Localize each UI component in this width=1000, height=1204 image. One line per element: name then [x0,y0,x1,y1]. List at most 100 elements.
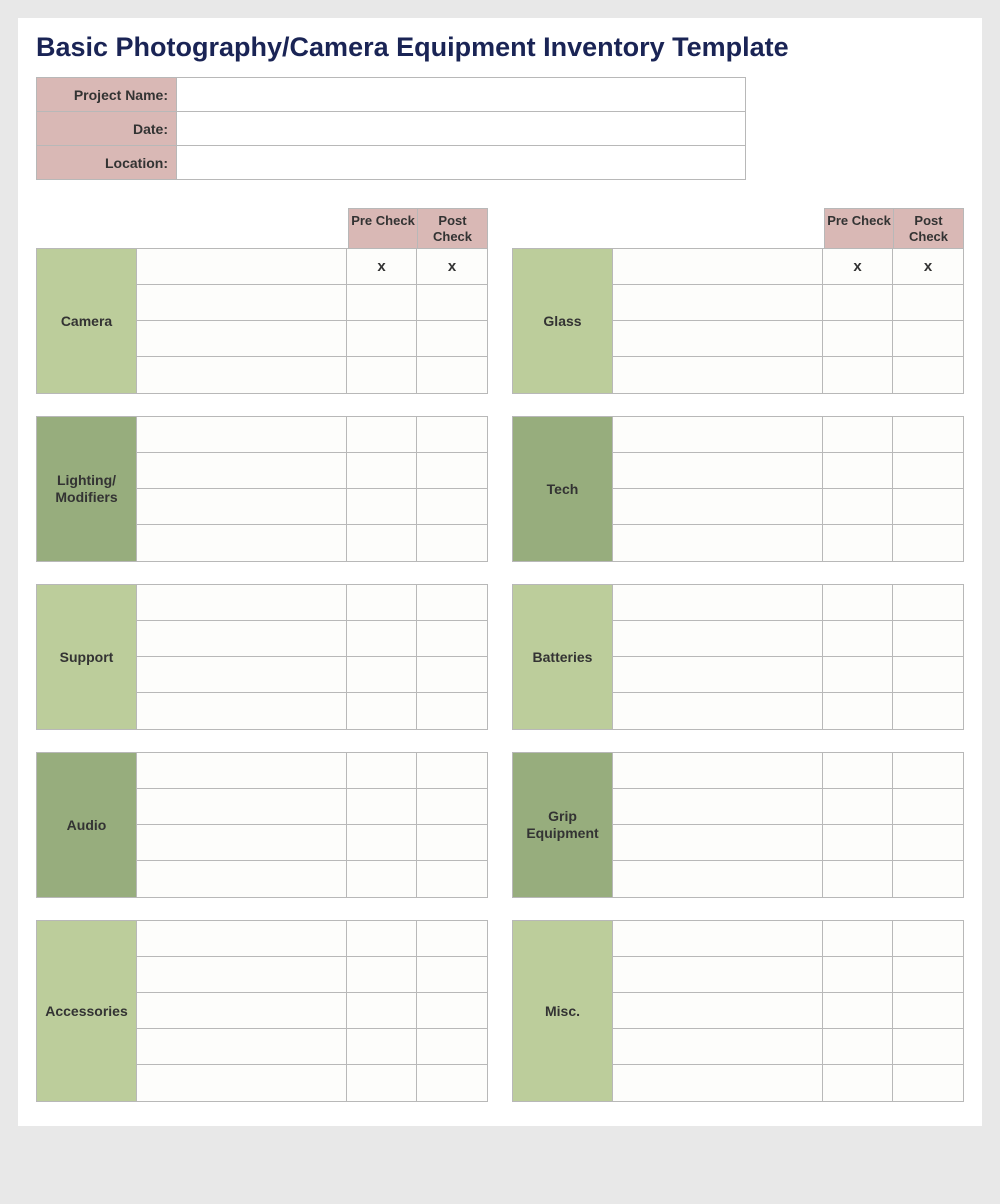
post-check-cell[interactable] [893,921,963,956]
post-check-cell[interactable] [893,861,963,897]
post-check-cell[interactable] [417,789,487,824]
info-value[interactable] [177,146,746,180]
pre-check-cell[interactable] [823,957,893,992]
item-cell[interactable] [613,693,823,729]
pre-check-cell[interactable] [347,1065,417,1101]
pre-check-cell[interactable] [823,753,893,788]
pre-check-cell[interactable] [823,285,893,320]
item-cell[interactable] [137,453,347,488]
post-check-cell[interactable] [417,1065,487,1101]
pre-check-cell[interactable] [347,657,417,692]
post-check-cell[interactable] [417,861,487,897]
item-cell[interactable] [137,921,347,956]
pre-check-cell[interactable] [823,489,893,524]
pre-check-cell[interactable] [823,585,893,620]
pre-check-cell[interactable] [347,453,417,488]
item-cell[interactable] [613,753,823,788]
pre-check-cell[interactable] [823,657,893,692]
pre-check-cell[interactable] [823,789,893,824]
post-check-cell[interactable] [893,585,963,620]
item-cell[interactable] [137,285,347,320]
post-check-cell[interactable] [417,753,487,788]
post-check-cell[interactable] [893,621,963,656]
item-cell[interactable] [137,825,347,860]
post-check-cell[interactable] [893,789,963,824]
pre-check-cell[interactable]: x [823,249,893,284]
post-check-cell[interactable] [893,657,963,692]
item-cell[interactable] [137,657,347,692]
item-cell[interactable] [613,861,823,897]
item-cell[interactable] [137,957,347,992]
post-check-cell[interactable] [893,957,963,992]
item-cell[interactable] [613,249,823,284]
pre-check-cell[interactable] [823,417,893,452]
post-check-cell[interactable] [893,285,963,320]
item-cell[interactable] [613,957,823,992]
pre-check-cell[interactable] [347,285,417,320]
pre-check-cell[interactable] [347,861,417,897]
pre-check-cell[interactable] [823,825,893,860]
item-cell[interactable] [137,585,347,620]
pre-check-cell[interactable] [823,693,893,729]
pre-check-cell[interactable] [823,525,893,561]
item-cell[interactable] [137,993,347,1028]
pre-check-cell[interactable] [823,861,893,897]
post-check-cell[interactable] [417,693,487,729]
post-check-cell[interactable] [417,621,487,656]
pre-check-cell[interactable] [347,993,417,1028]
item-cell[interactable] [613,285,823,320]
pre-check-cell[interactable] [347,585,417,620]
post-check-cell[interactable] [417,321,487,356]
pre-check-cell[interactable] [347,753,417,788]
item-cell[interactable] [137,753,347,788]
item-cell[interactable] [137,1065,347,1101]
item-cell[interactable] [613,321,823,356]
item-cell[interactable] [613,417,823,452]
item-cell[interactable] [137,321,347,356]
item-cell[interactable] [613,1029,823,1064]
item-cell[interactable] [613,357,823,393]
item-cell[interactable] [613,921,823,956]
item-cell[interactable] [613,993,823,1028]
item-cell[interactable] [613,453,823,488]
item-cell[interactable] [137,789,347,824]
post-check-cell[interactable] [893,993,963,1028]
post-check-cell[interactable] [417,921,487,956]
pre-check-cell[interactable] [347,1029,417,1064]
post-check-cell[interactable] [893,693,963,729]
pre-check-cell[interactable] [347,789,417,824]
item-cell[interactable] [613,621,823,656]
pre-check-cell[interactable] [347,693,417,729]
pre-check-cell[interactable] [347,957,417,992]
item-cell[interactable] [137,357,347,393]
item-cell[interactable] [613,1065,823,1101]
post-check-cell[interactable] [417,1029,487,1064]
item-cell[interactable] [137,249,347,284]
post-check-cell[interactable] [893,1065,963,1101]
item-cell[interactable] [137,621,347,656]
post-check-cell[interactable] [417,453,487,488]
post-check-cell[interactable] [417,525,487,561]
item-cell[interactable] [613,489,823,524]
item-cell[interactable] [613,657,823,692]
post-check-cell[interactable] [893,453,963,488]
info-value[interactable] [177,112,746,146]
info-value[interactable] [177,78,746,112]
post-check-cell[interactable] [893,1029,963,1064]
post-check-cell[interactable] [893,321,963,356]
post-check-cell[interactable] [893,753,963,788]
post-check-cell[interactable] [893,489,963,524]
post-check-cell[interactable] [417,825,487,860]
pre-check-cell[interactable] [823,621,893,656]
pre-check-cell[interactable] [823,453,893,488]
item-cell[interactable] [137,861,347,897]
pre-check-cell[interactable] [347,525,417,561]
post-check-cell[interactable] [417,417,487,452]
post-check-cell[interactable]: x [417,249,487,284]
pre-check-cell[interactable] [823,1029,893,1064]
item-cell[interactable] [613,789,823,824]
post-check-cell[interactable] [417,357,487,393]
item-cell[interactable] [613,525,823,561]
post-check-cell[interactable] [417,285,487,320]
item-cell[interactable] [137,525,347,561]
